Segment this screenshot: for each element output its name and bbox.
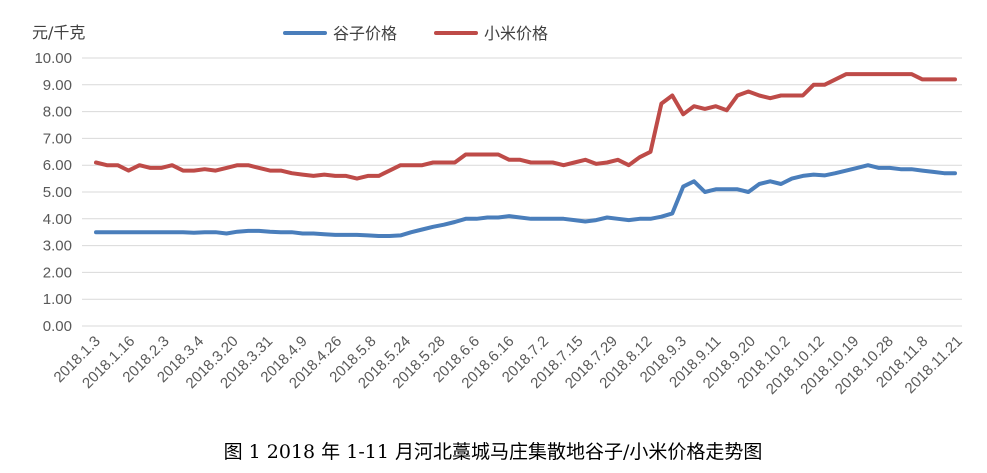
- series-line-millet-grain: [94, 163, 957, 238]
- y-tick-label: 10.00: [34, 50, 72, 67]
- y-tick-label: 5.00: [43, 184, 72, 201]
- y-tick-label: 9.00: [43, 77, 72, 94]
- legend: 谷子价格 小米价格: [283, 24, 548, 43]
- y-tick-label: 1.00: [43, 291, 72, 308]
- legend-item-millet-price: 小米价格: [434, 24, 548, 43]
- y-axis-unit-label: 元/千克: [32, 23, 85, 42]
- y-tick-label: 2.00: [43, 264, 72, 281]
- y-tick-label: 7.00: [43, 130, 72, 147]
- y-tick-label: 8.00: [43, 104, 72, 121]
- series-lines: [94, 72, 957, 238]
- legend-label: 谷子价格: [333, 24, 397, 43]
- y-tick-label: 3.00: [43, 238, 72, 255]
- legend-item-grain-price: 谷子价格: [283, 24, 397, 43]
- series-line-millet: [94, 72, 957, 181]
- y-tick-label: 4.00: [43, 211, 72, 228]
- y-tick-label: 6.00: [43, 157, 72, 174]
- y-axis-tick-labels: 0.00 1.00 2.00 3.00 4.00 5.00 6.00 7.00 8.00 9.00…: [34, 50, 72, 335]
- legend-label: 小米价格: [484, 24, 548, 43]
- y-tick-label: 0.00: [43, 318, 72, 335]
- x-axis-tick-labels: 2018.1.32018.1.162018.2.32018.3.42018.3.…: [51, 333, 966, 398]
- figure-caption: 图 1 2018 年 1-11 月河北藁城马庄集散地谷子/小米价格走势图: [224, 441, 763, 463]
- gridlines: [82, 57, 962, 327]
